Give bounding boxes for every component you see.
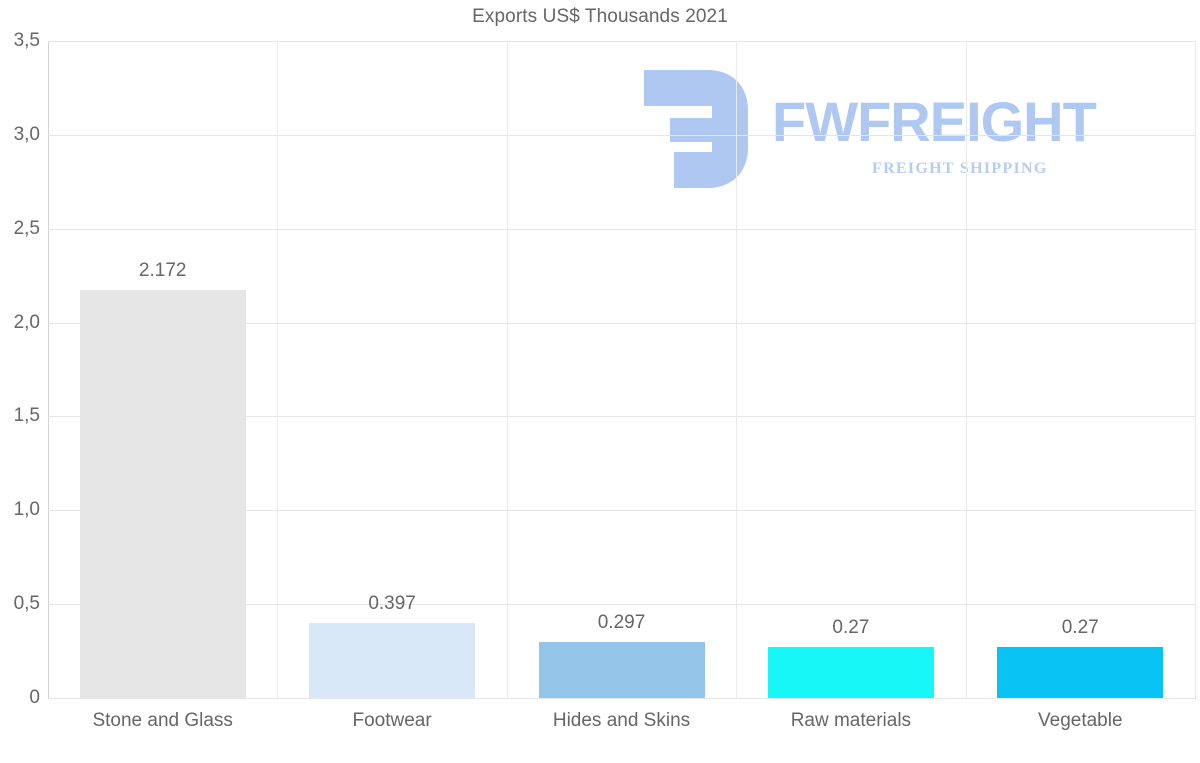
bar[interactable] [309, 623, 476, 698]
bar-value-label: 2.172 [138, 260, 187, 282]
y-axis-tick-label: 2,0 [13, 311, 40, 333]
bar[interactable] [79, 290, 246, 698]
bar-value-label: 0.27 [1061, 617, 1099, 639]
x-axis-tick-label: Stone and Glass [92, 710, 233, 731]
y-gridline [48, 510, 1195, 512]
y-axis-tick-label: 0,5 [13, 593, 40, 615]
plot-area [48, 41, 1196, 699]
x-axis-tick-label: Footwear [352, 710, 432, 731]
y-axis-tick-label: 0 [29, 687, 40, 708]
y-axis-line [48, 41, 49, 699]
y-axis-tick-label: 2,5 [13, 217, 40, 239]
x-axis-tick-label: Vegetable [1038, 710, 1123, 731]
bar[interactable] [538, 642, 705, 698]
x-axis-tick-label: Raw materials [790, 710, 912, 731]
x-axis-tick-label: Hides and Skins [552, 710, 691, 731]
y-gridline [48, 41, 1195, 42]
y-gridline [48, 228, 1195, 230]
y-gridline [48, 322, 1195, 324]
x-gridline [736, 41, 737, 698]
bar-value-label: 0.397 [368, 593, 416, 615]
bar[interactable] [997, 647, 1164, 698]
chart-title: Exports US$ Thousands 2021 [472, 6, 728, 27]
bar-value-label: 0.297 [597, 612, 646, 634]
y-gridline [48, 416, 1195, 418]
x-gridline [1195, 41, 1196, 698]
bar-value-label: 0.27 [832, 617, 870, 639]
y-gridline [48, 698, 1195, 699]
bar[interactable] [767, 647, 934, 698]
y-axis-tick-label: 1,5 [13, 405, 40, 427]
y-gridline [48, 604, 1195, 606]
y-axis-tick-label: 3,5 [13, 30, 40, 51]
x-gridline [277, 41, 278, 698]
y-axis-tick-label: 3,0 [13, 123, 40, 145]
x-gridline [966, 41, 967, 698]
x-gridline [507, 41, 508, 698]
y-axis-tick-label: 1,0 [13, 499, 40, 521]
y-gridline [48, 134, 1195, 136]
